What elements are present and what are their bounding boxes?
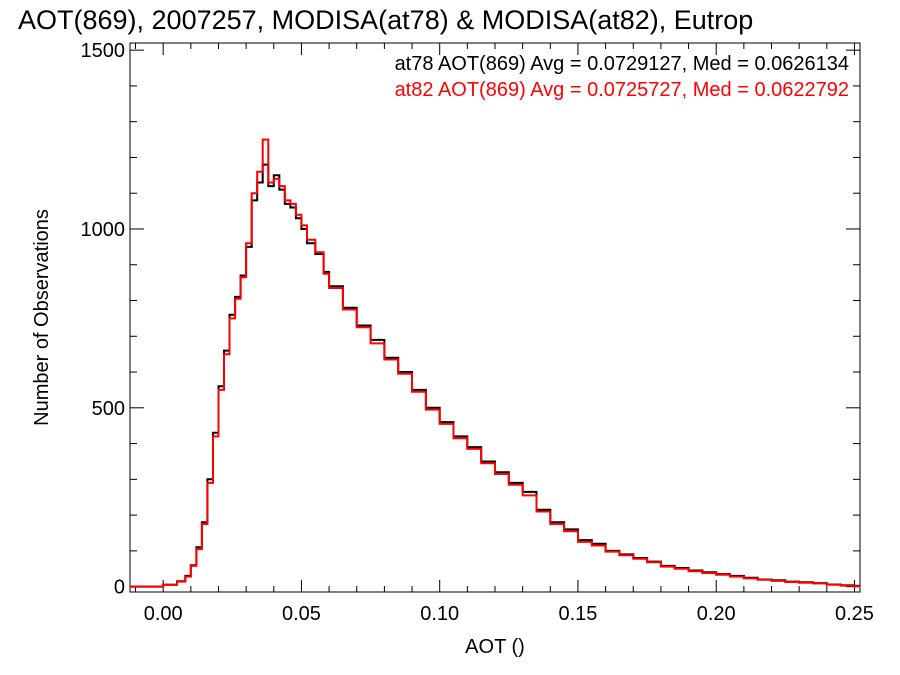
legend-entry-at82: at82 AOT(869) Avg = 0.0725727, Med = 0.0…: [395, 79, 849, 101]
legend-entry-at78: at78 AOT(869) Avg = 0.0729127, Med = 0.0…: [395, 53, 849, 75]
series-group: [130, 138, 860, 588]
x-tick-label: 0.25: [835, 603, 874, 625]
series-at78-line: [130, 163, 860, 588]
y-tick-label: 1000: [81, 219, 126, 241]
y-tick-label: 0: [114, 577, 125, 599]
x-tick-label: 0.10: [420, 603, 459, 625]
y-axis-ticks: 0 500 1000 1500: [81, 40, 860, 599]
x-tick-label: 0.00: [144, 603, 183, 625]
plot-frame: [129, 42, 861, 593]
x-tick-label: 0.05: [282, 603, 321, 625]
x-axis-label: AOT (): [465, 636, 525, 658]
y-axis-label: Number of Observations: [31, 209, 53, 426]
y-tick-label: 1500: [81, 40, 126, 62]
x-tick-label: 0.15: [558, 603, 597, 625]
chart-title: AOT(869), 2007257, MODISA(at78) & MODISA…: [18, 5, 753, 35]
x-tick-label: 0.20: [697, 603, 736, 625]
y-tick-label: 500: [92, 398, 125, 420]
series-at82-line: [130, 138, 860, 588]
x-axis-ticks: 0.00 0.05 0.10 0.15 0.20 0.25: [135, 43, 874, 625]
